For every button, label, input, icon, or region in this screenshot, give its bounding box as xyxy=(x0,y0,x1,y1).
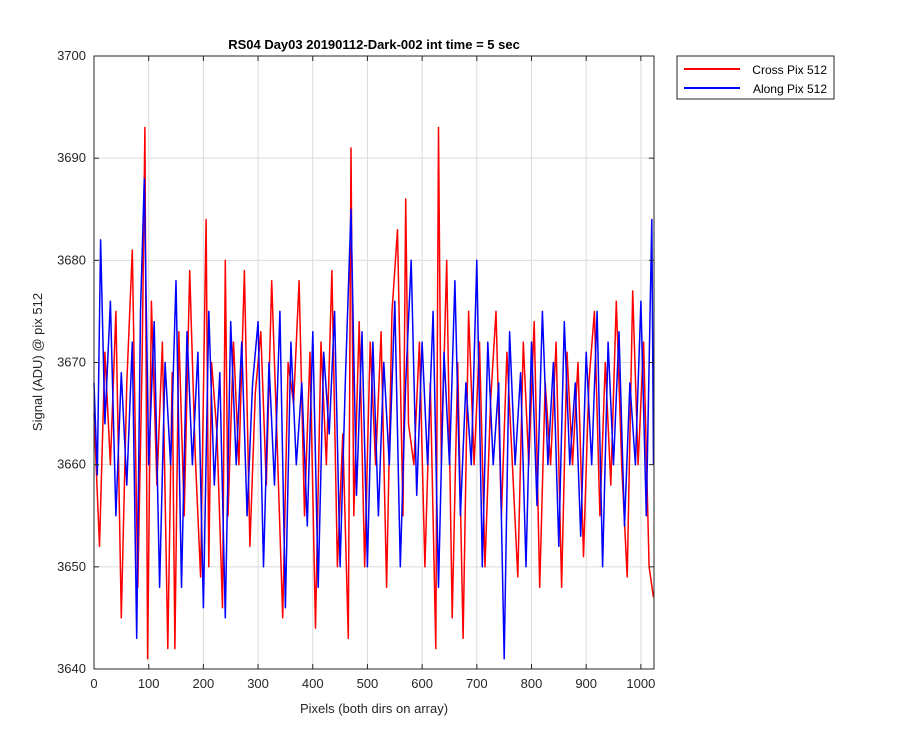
x-tick-label: 600 xyxy=(411,676,433,691)
x-tick-label: 100 xyxy=(138,676,160,691)
tick-layer: 0 100 200 300 400 500 600 700 800 900 1000 3640 3650… xyxy=(57,48,655,691)
y-tick-label: 3660 xyxy=(57,457,86,472)
x-tick-label: 700 xyxy=(466,676,488,691)
legend-box xyxy=(676,55,835,100)
series-line-along-pix xyxy=(93,177,655,660)
x-tick-label: 900 xyxy=(575,676,597,691)
x-tick-label: 0 xyxy=(90,676,97,691)
x-tick-label: 500 xyxy=(357,676,379,691)
x-tick-label: 200 xyxy=(193,676,215,691)
chart-title: RS04 Day03 20190112-Dark-002 int time = … xyxy=(228,37,520,52)
series-layer xyxy=(93,126,655,660)
y-tick-label: 3640 xyxy=(57,661,86,676)
legend[interactable]: Cross Pix 512 Along Pix 512 xyxy=(676,55,835,100)
legend-label-cross: Cross Pix 512 xyxy=(752,63,827,77)
x-tick-label: 800 xyxy=(521,676,543,691)
y-tick-label: 3670 xyxy=(57,355,86,370)
x-tick-label: 300 xyxy=(247,676,269,691)
y-tick-label: 3700 xyxy=(57,48,86,63)
x-tick-label: 1000 xyxy=(626,676,655,691)
x-tick-label: 400 xyxy=(302,676,324,691)
legend-label-along: Along Pix 512 xyxy=(753,82,827,96)
y-tick-label: 3690 xyxy=(57,150,86,165)
y-axis-label: Signal (ADU) @ pix 512 xyxy=(30,293,45,431)
y-tick-label: 3680 xyxy=(57,252,86,267)
x-axis-label: Pixels (both dirs on array) xyxy=(300,701,448,716)
y-tick-label: 3650 xyxy=(57,559,86,574)
